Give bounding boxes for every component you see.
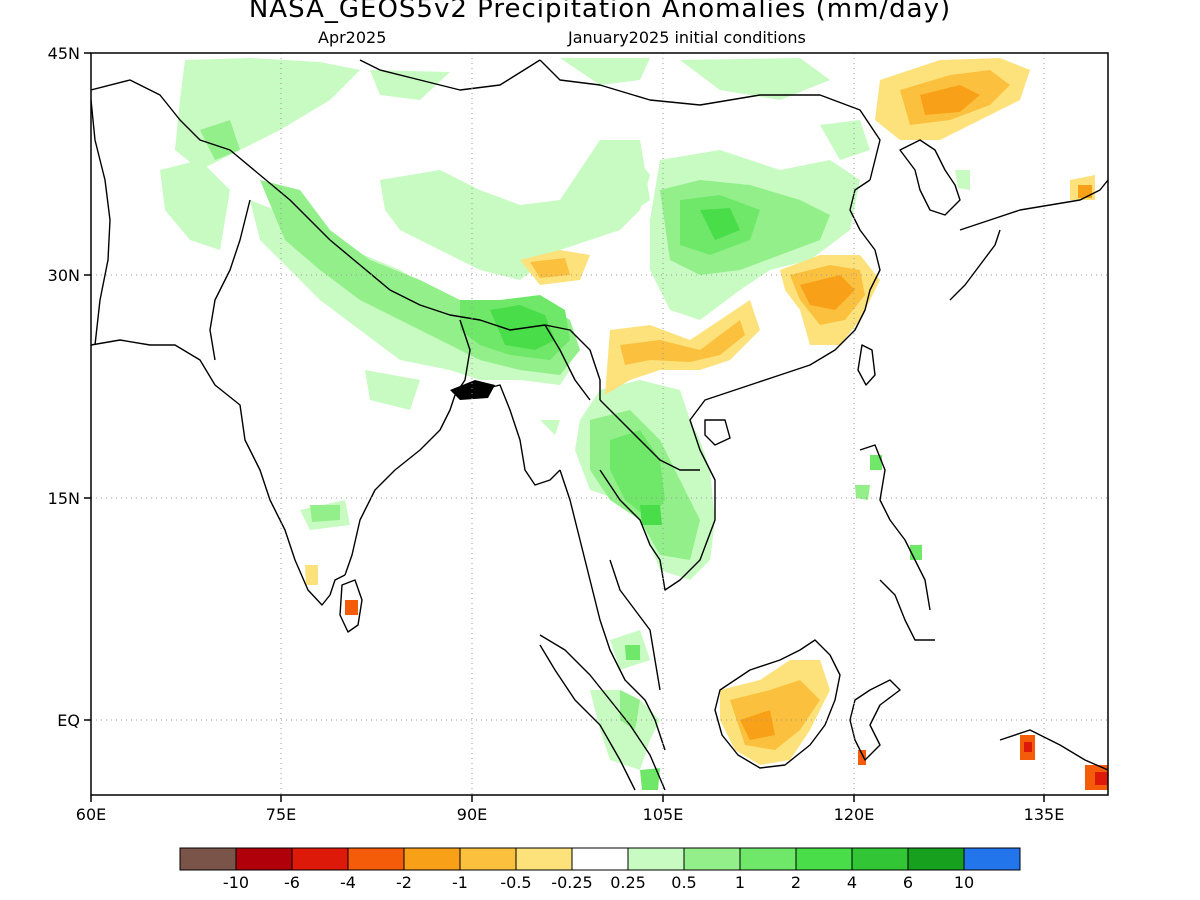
colorbar-label: -2 <box>396 873 412 892</box>
map-title: NASA_GEOS5v2 Precipitation Anomalies (mm… <box>248 0 952 24</box>
graticule <box>91 53 1108 795</box>
colorbar-swatch <box>571 847 629 871</box>
initial-conditions-label: January2025 initial conditions <box>568 28 806 47</box>
colorbar-swatch <box>795 847 853 871</box>
colorbar-label: 4 <box>847 873 857 892</box>
colorbar-label: 2 <box>791 873 801 892</box>
colorbar-label: -1 <box>452 873 468 892</box>
lat-label-30n: 30N <box>48 266 80 285</box>
colorbar-swatch <box>459 847 517 871</box>
lon-label-105e: 105E <box>643 805 684 824</box>
map-frame <box>90 52 1109 796</box>
colorbar-label: -4 <box>340 873 356 892</box>
colorbar-label: -0.25 <box>551 873 592 892</box>
anomaly-field <box>91 58 1108 791</box>
colorbar-swatch <box>179 847 237 871</box>
colorbar-label: 0.25 <box>610 873 646 892</box>
colorbar-swatch <box>683 847 741 871</box>
colorbar: -10 -6 -4 -2 -1 -0.5 -0.25 0.25 0.5 1 2 4 6 10 <box>179 847 1021 892</box>
colorbar-swatch <box>739 847 797 871</box>
forecast-month: Apr2025 <box>318 28 387 47</box>
colorbar-label: 1 <box>735 873 745 892</box>
colorbar-label: -0.5 <box>500 873 531 892</box>
lon-label-60e: 60E <box>76 805 106 824</box>
lon-label-90e: 90E <box>457 805 487 824</box>
colorbar-swatch <box>291 847 349 871</box>
lon-label-120e: 120E <box>834 805 875 824</box>
colorbar-label: 6 <box>903 873 913 892</box>
colorbar-swatch <box>235 847 293 871</box>
colorbar-label: -6 <box>284 873 300 892</box>
colorbar-swatch <box>851 847 909 871</box>
colorbar-swatch <box>907 847 965 871</box>
colorbar-label: 10 <box>954 873 974 892</box>
lat-label-15n: 15N <box>48 489 80 508</box>
lat-label-eq: EQ <box>57 711 80 730</box>
colorbar-swatch <box>347 847 405 871</box>
lon-label-135e: 135E <box>1024 805 1065 824</box>
lat-label-45n: 45N <box>48 44 80 63</box>
colorbar-swatch <box>403 847 461 871</box>
colorbar-swatch <box>515 847 573 871</box>
colorbar-label: 0.5 <box>671 873 696 892</box>
lon-label-75e: 75E <box>266 805 296 824</box>
colorbar-swatch <box>627 847 685 871</box>
colorbar-swatch <box>963 847 1021 871</box>
colorbar-label: -10 <box>223 873 249 892</box>
